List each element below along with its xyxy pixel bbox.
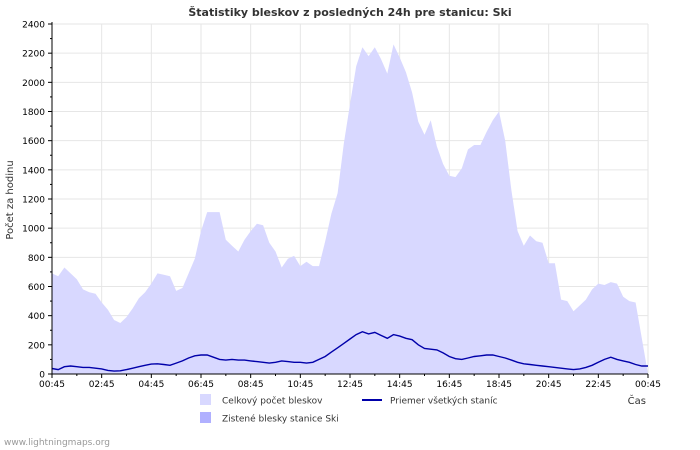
- x-tick-label: 08:45: [238, 380, 264, 390]
- legend: Celkový počet bleskov Zistené blesky stan…: [200, 394, 498, 425]
- x-tick-label: 02:45: [89, 380, 115, 390]
- y-axis-label: Počet za hodinu: [4, 160, 16, 239]
- series-line-2: [51, 330, 648, 372]
- y-tick-label: 1800: [22, 108, 45, 118]
- legend-label: Zistené blesky stanice Ski: [222, 414, 339, 425]
- y-tick-label: 1000: [22, 225, 45, 235]
- x-tick-label: 22:45: [585, 380, 611, 390]
- legend-swatch: [200, 412, 211, 423]
- x-tick-label: 10:45: [287, 380, 313, 390]
- y-tick-label: 1600: [22, 137, 45, 147]
- y-tick-label: 1400: [22, 166, 45, 176]
- y-tick-label: 400: [28, 312, 45, 322]
- legend-label: Priemer všetkých staníc: [390, 396, 498, 407]
- x-tick-label: 06:45: [188, 380, 214, 390]
- x-tick-label: 04:45: [138, 380, 164, 390]
- x-tick-label: 16:45: [436, 380, 462, 390]
- x-tick-label: 18:45: [486, 380, 512, 390]
- x-tick-label: 00:45: [635, 380, 661, 390]
- y-tick-label: 2000: [22, 79, 45, 89]
- legend-label: Celkový počet bleskov: [222, 396, 323, 407]
- legend-swatch: [200, 394, 211, 405]
- y-tick-label: 800: [28, 254, 45, 264]
- tick-layer: 0 200 400 600 800 1000 1200 1400 1600 1800 2000 220…: [22, 21, 661, 391]
- y-tick-label: 2400: [22, 21, 45, 31]
- line-layer: [51, 330, 648, 372]
- x-tick-label: 00:45: [39, 380, 65, 390]
- series-area-0: [52, 44, 648, 375]
- area-layer: [52, 44, 648, 375]
- x-tick-label: 14:45: [387, 380, 413, 390]
- x-axis-label: Čas: [628, 394, 646, 407]
- y-tick-label: 600: [28, 283, 45, 293]
- y-tick-label: 2200: [22, 50, 45, 60]
- source-credit: www.lightningmaps.org: [4, 438, 110, 448]
- y-tick-label: 0: [39, 371, 45, 381]
- y-tick-label: 200: [28, 341, 45, 351]
- chart-title: Štatistiky bleskov z posledných 24h pre …: [188, 6, 511, 19]
- x-tick-label: 20:45: [536, 380, 562, 390]
- y-tick-label: 1200: [22, 196, 45, 206]
- x-tick-label: 12:45: [337, 380, 363, 390]
